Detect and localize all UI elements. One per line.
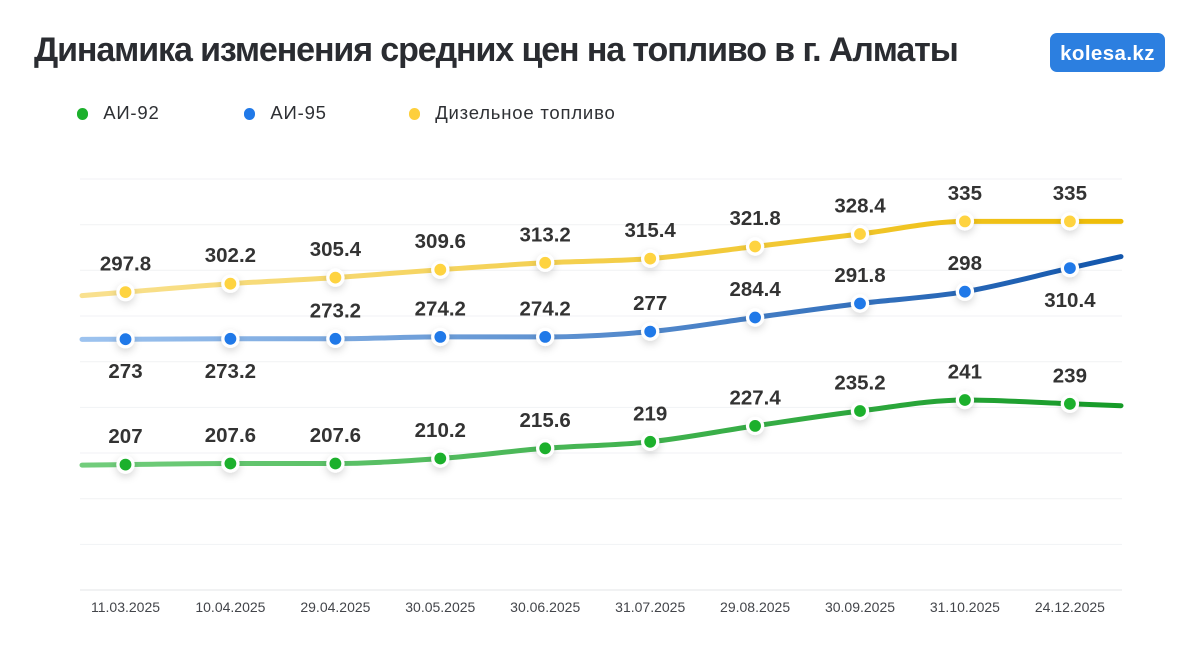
svg-text:29.08.2025: 29.08.2025 bbox=[720, 599, 790, 615]
svg-text:31.07.2025: 31.07.2025 bbox=[615, 599, 685, 615]
svg-text:309.6: 309.6 bbox=[415, 230, 466, 253]
svg-text:29.04.2025: 29.04.2025 bbox=[300, 599, 370, 615]
svg-text:215.6: 215.6 bbox=[520, 409, 571, 432]
svg-text:305.4: 305.4 bbox=[310, 238, 362, 261]
svg-text:11.03.2025: 11.03.2025 bbox=[91, 599, 160, 615]
svg-text:313.2: 313.2 bbox=[520, 223, 571, 246]
svg-text:241: 241 bbox=[948, 361, 982, 384]
svg-text:310.4: 310.4 bbox=[1044, 289, 1096, 312]
svg-text:321.8: 321.8 bbox=[729, 207, 780, 230]
svg-text:207.6: 207.6 bbox=[310, 424, 361, 447]
svg-text:273.2: 273.2 bbox=[205, 360, 256, 383]
svg-text:24.12.2025: 24.12.2025 bbox=[1035, 599, 1105, 615]
svg-text:30.09.2025: 30.09.2025 bbox=[825, 599, 895, 615]
svg-text:30.05.2025: 30.05.2025 bbox=[405, 599, 475, 615]
svg-text:210.2: 210.2 bbox=[415, 419, 466, 442]
svg-text:335: 335 bbox=[1053, 182, 1087, 205]
svg-text:302.2: 302.2 bbox=[205, 244, 256, 267]
svg-text:207.6: 207.6 bbox=[205, 424, 256, 447]
svg-text:284.4: 284.4 bbox=[729, 278, 781, 301]
svg-text:298: 298 bbox=[948, 252, 982, 275]
svg-text:10.04.2025: 10.04.2025 bbox=[195, 599, 265, 615]
svg-text:297.8: 297.8 bbox=[100, 253, 151, 276]
svg-text:328.4: 328.4 bbox=[834, 195, 886, 218]
svg-text:274.2: 274.2 bbox=[520, 297, 571, 320]
svg-text:315.4: 315.4 bbox=[625, 219, 677, 242]
svg-text:273.2: 273.2 bbox=[310, 299, 361, 322]
svg-text:274.2: 274.2 bbox=[415, 297, 466, 320]
svg-text:31.10.2025: 31.10.2025 bbox=[930, 599, 1000, 615]
svg-text:207: 207 bbox=[108, 425, 142, 448]
svg-text:335: 335 bbox=[948, 182, 982, 205]
svg-text:235.2: 235.2 bbox=[834, 372, 885, 395]
svg-text:273: 273 bbox=[108, 360, 142, 383]
svg-text:239: 239 bbox=[1053, 364, 1087, 387]
svg-text:277: 277 bbox=[633, 292, 667, 315]
svg-text:227.4: 227.4 bbox=[729, 386, 781, 409]
svg-text:291.8: 291.8 bbox=[834, 264, 885, 287]
svg-text:30.06.2025: 30.06.2025 bbox=[510, 599, 580, 615]
svg-text:219: 219 bbox=[633, 402, 667, 425]
